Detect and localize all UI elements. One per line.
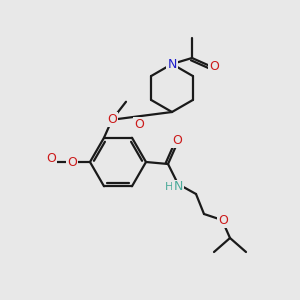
Text: O: O [134,118,144,131]
Text: O: O [209,59,219,73]
Text: O: O [107,113,117,126]
Text: N: N [173,181,183,194]
Text: H: H [165,182,173,192]
Text: O: O [67,155,77,169]
Text: O: O [172,134,182,146]
Text: O: O [46,152,56,166]
Text: O: O [218,214,228,226]
Text: N: N [167,58,177,70]
Text: O: O [67,155,77,169]
